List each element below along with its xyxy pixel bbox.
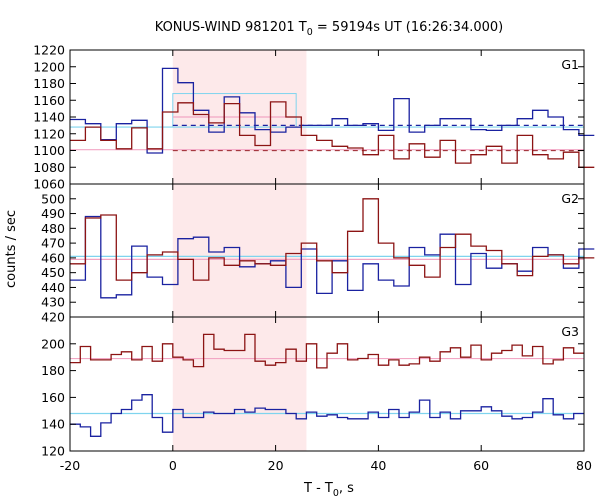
g2-series-red (70, 198, 595, 281)
g3-series-red (70, 333, 584, 369)
g3-series-blue (70, 394, 584, 437)
g3-ytick-label: 180 (41, 363, 65, 378)
g1-series-blue (70, 67, 595, 154)
g3-panel-label: G3 (561, 324, 579, 339)
g1-ytick-label: 1100 (33, 143, 65, 158)
g1-ytick-label: 1060 (33, 177, 65, 192)
g1-ytick-label: 1200 (33, 59, 65, 74)
g2-ytick-label: 480 (41, 221, 65, 236)
g1-series-red (70, 101, 595, 168)
g1-ytick-label: 1120 (33, 126, 65, 141)
g3-frame (69, 316, 585, 452)
g2-panel-label: G2 (561, 191, 579, 206)
g1-ytick-label: 1140 (33, 110, 65, 125)
g1-ytick-label: 1160 (33, 93, 65, 108)
g2-ytick-label: 470 (41, 236, 65, 251)
g2-ytick-label: 460 (41, 250, 65, 265)
g1-ytick-label: 1080 (33, 160, 65, 175)
g1-ytick-label: 1180 (33, 76, 65, 91)
g2-ytick-label: 440 (41, 280, 65, 295)
g3-ytick-label: 160 (41, 390, 65, 405)
g2-series-blue (70, 215, 595, 299)
x-tick-label: 40 (370, 458, 386, 473)
g1-ytick-label: 1220 (33, 43, 65, 58)
x-tick-label: -20 (60, 458, 80, 473)
x-tick-label: 80 (576, 458, 592, 473)
x-tick-label: 0 (169, 458, 177, 473)
axes-layer: 106010801100112011401160118012001220G142… (33, 43, 592, 474)
g2-ytick-label: 490 (41, 206, 65, 221)
g1-frame (69, 49, 585, 185)
data-layer (70, 67, 595, 437)
g2-ytick-label: 430 (41, 295, 65, 310)
g2-ytick-label: 500 (41, 191, 65, 206)
g1-panel-label: G1 (561, 57, 579, 72)
g2-ytick-label: 450 (41, 265, 65, 280)
x-tick-label: 20 (268, 458, 284, 473)
x-tick-label: 60 (473, 458, 489, 473)
g3-ytick-label: 200 (41, 336, 65, 351)
y-axis-label: counts / sec (4, 210, 19, 288)
x-axis-label: T - T0, s (303, 481, 354, 499)
chart-title: KONUS-WIND 981201 T0 = 59194s UT (16:26:… (155, 20, 504, 38)
g3-ytick-label: 140 (41, 417, 65, 432)
g2-ytick-label: 420 (41, 310, 65, 325)
g3-ytick-label: 120 (41, 444, 65, 459)
